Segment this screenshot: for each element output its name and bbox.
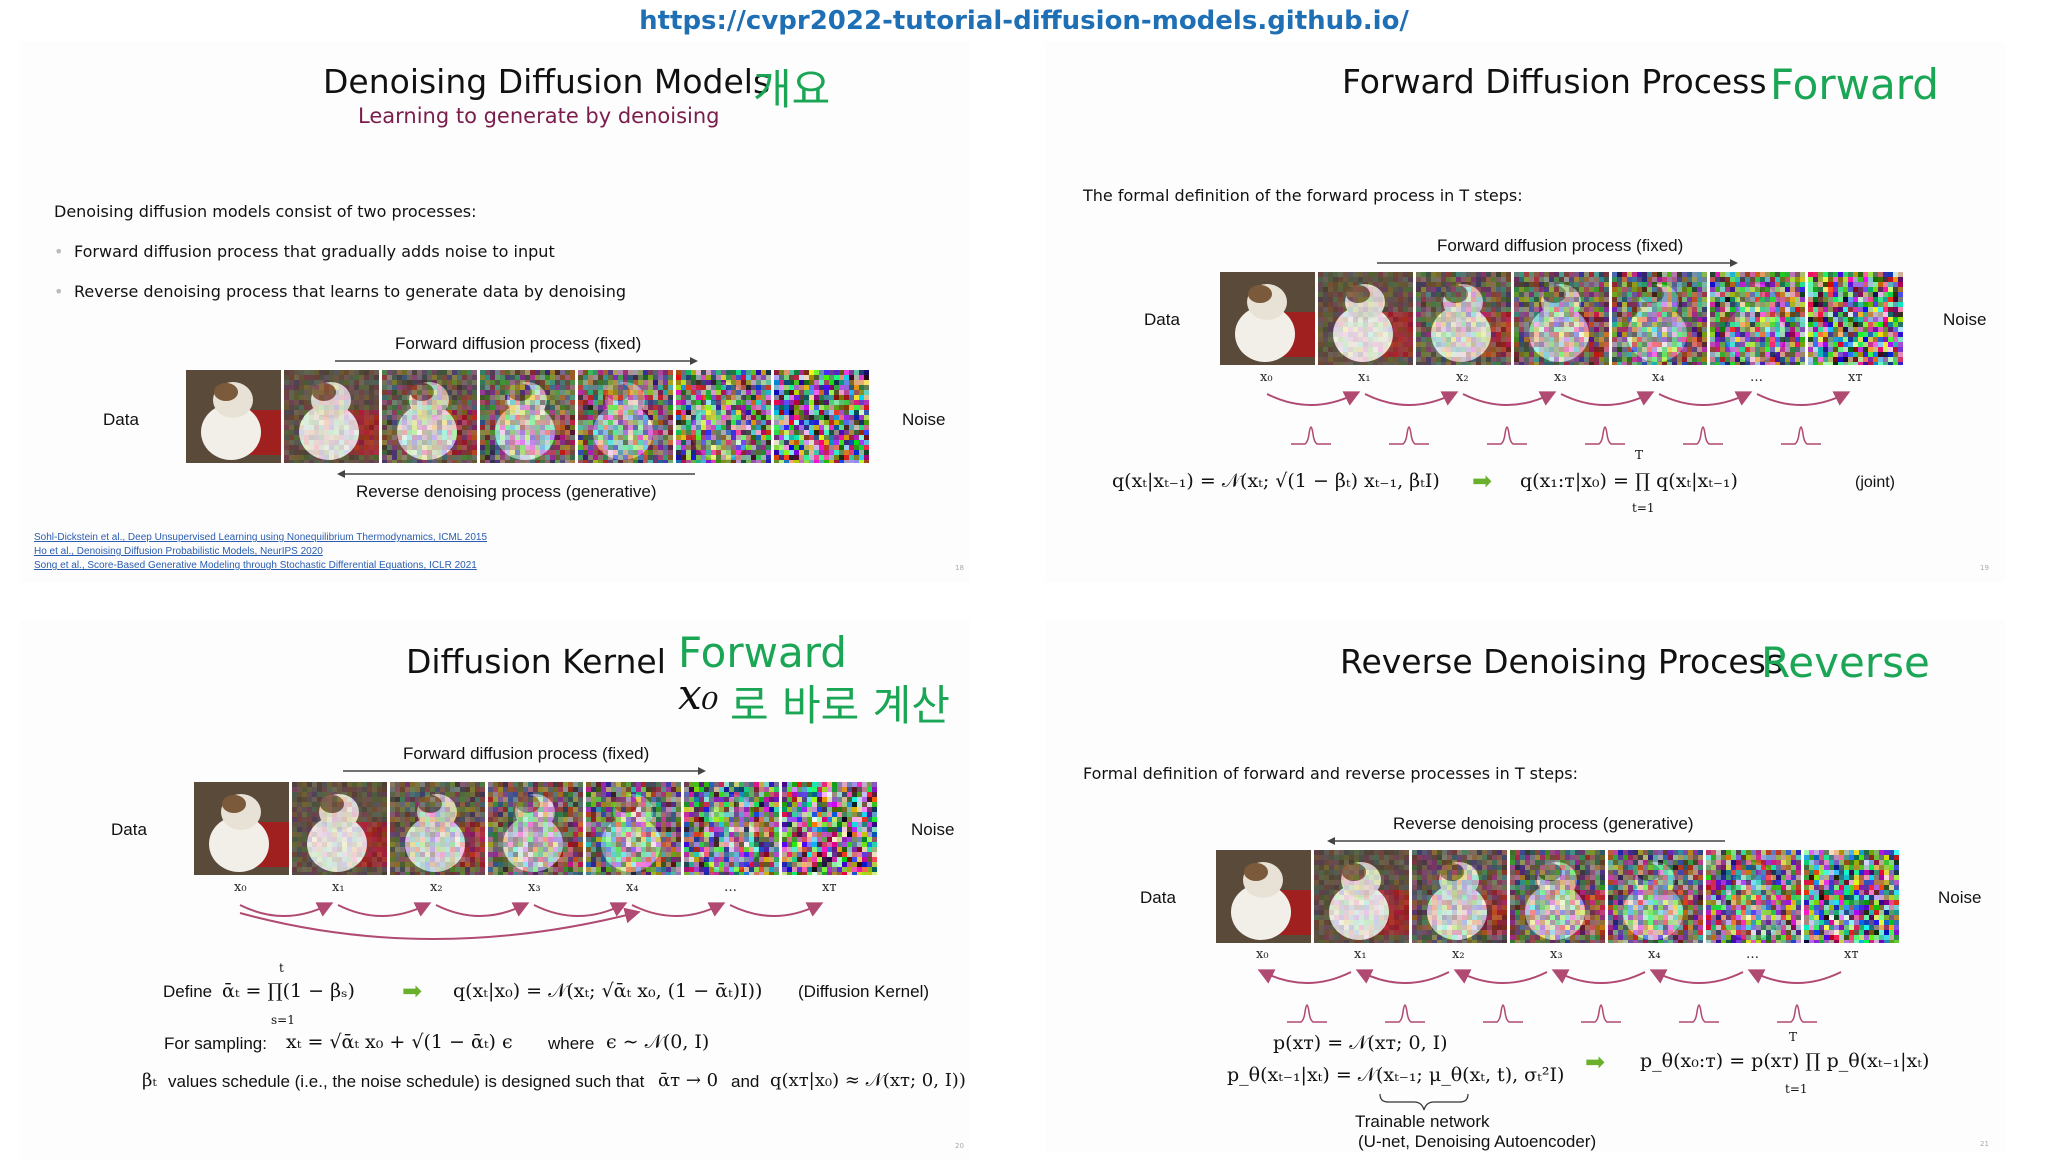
slide-reverse-denoising-process: Reverse Denoising Process Reverse Formal… [1045, 620, 2005, 1152]
step-arrow [338, 905, 426, 916]
diffusion-step-image [774, 370, 869, 463]
joint-equation: q(x₁:ᴛ|x₀) = ∏ q(xₜ|xₜ₋₁) [1520, 470, 1738, 492]
prod-top: t [279, 961, 284, 975]
slide-forward-diffusion-process: Forward Diffusion Process Forward The fo… [1045, 42, 2005, 582]
where-label: where [548, 1034, 594, 1054]
page-number: 18 [955, 564, 964, 572]
diffusion-step-image [382, 370, 477, 463]
slide-denoising-diffusion-models: Denoising Diffusion Models 개요 Learning t… [20, 42, 970, 582]
ref-link[interactable]: Song et al., Score-Based Generative Mode… [34, 560, 477, 571]
page-number: 21 [1980, 1140, 1989, 1148]
implies-arrow: ➡ [1585, 1048, 1605, 1076]
gaussian-icon [1683, 427, 1723, 444]
alpha-bar-definition: ᾱₜ = ∏(1 − βₛ) [222, 980, 355, 1002]
step-arrow [632, 905, 720, 916]
prod-top: T [1789, 1030, 1797, 1044]
step-arrow [534, 905, 622, 916]
page-number: 20 [955, 1142, 964, 1150]
sampling-label: For sampling: [164, 1034, 267, 1054]
step-arrow [730, 905, 818, 916]
implies-arrow: ➡ [402, 977, 422, 1005]
diffusion-step-image [480, 370, 575, 463]
ref-link[interactable]: Sohl-Dickstein et al., Deep Unsupervised… [34, 532, 487, 543]
reverse-label: Reverse denoising process (generative) [356, 482, 657, 502]
beta-symbol: βₜ [142, 1070, 157, 1091]
and-label: and [731, 1072, 759, 1092]
diffusion-step-image [578, 370, 673, 463]
define-label: Define [163, 982, 212, 1002]
image-strip [186, 370, 869, 463]
diffusion-kernel-equation: q(xₜ|x₀) = 𝒩(xₜ; √ᾱₜ x₀, (1 − ᾱₜ)I)) [453, 980, 762, 1002]
schedule-text: values schedule (i.e., the noise schedul… [168, 1072, 644, 1092]
gaussian-icon [1585, 427, 1625, 444]
diffusion-step-image [284, 370, 379, 463]
diffusion-step-image [186, 370, 281, 463]
gaussian-icon [1291, 427, 1331, 444]
step-arrow [240, 905, 328, 916]
step-arrow [1463, 394, 1551, 405]
kernel-label: (Diffusion Kernel) [798, 982, 929, 1002]
underbrace [1045, 620, 2005, 1152]
step-arrow [1561, 394, 1649, 405]
schedule-eq-q: q(xᴛ|x₀) ≈ 𝒩(xᴛ; 0, I)) [770, 1070, 966, 1091]
gaussian-icon [1487, 427, 1527, 444]
gaussian-icon [1389, 427, 1429, 444]
step-arrow [1365, 394, 1453, 405]
step-arrows [1045, 42, 2005, 582]
page-number: 19 [1980, 564, 1989, 572]
step-arrow [1757, 394, 1845, 405]
prod-bottom: s=1 [271, 1013, 295, 1027]
gaussian-icon [1781, 427, 1821, 444]
epsilon-distribution: ϵ ∼ 𝒩(0, I) [606, 1031, 709, 1053]
joint-reverse-equation: p_θ(x₀:ᴛ) = p(xᴛ) ∏ p_θ(xₜ₋₁|xₜ) [1640, 1050, 1929, 1072]
ref-link[interactable]: Ho et al., Denoising Diffusion Probabili… [34, 546, 323, 557]
noise-label: Noise [902, 410, 945, 430]
prod-bottom: t=1 [1632, 501, 1655, 515]
trainable-network-sublabel: (U-net, Denoising Autoencoder) [1358, 1132, 1596, 1152]
prod-bottom: t=1 [1785, 1082, 1808, 1096]
tutorial-url[interactable]: https://cvpr2022-tutorial-diffusion-mode… [0, 6, 2048, 36]
data-label: Data [103, 410, 139, 430]
forward-step-equation: q(xₜ|xₜ₋₁) = 𝒩(xₜ; √(1 − βₜ) xₜ₋₁, βₜI) [1112, 470, 1440, 492]
prod-top: T [1635, 448, 1643, 462]
joint-label: (joint) [1855, 474, 1895, 492]
sampling-equation: xₜ = √ᾱₜ x₀ + √(1 − ᾱₜ) ϵ [286, 1031, 513, 1053]
step-arrow [436, 905, 524, 916]
trainable-network-label: Trainable network [1355, 1112, 1490, 1132]
schedule-eq-alpha: ᾱᴛ → 0 [658, 1070, 718, 1091]
implies-arrow: ➡ [1472, 467, 1492, 495]
step-arrow [1267, 394, 1355, 405]
diffusion-step-image [676, 370, 771, 463]
step-arrow [1659, 394, 1747, 405]
slide-diffusion-kernel: Diffusion Kernel Forward x₀ 로 바로 계산 Forw… [20, 620, 970, 1160]
